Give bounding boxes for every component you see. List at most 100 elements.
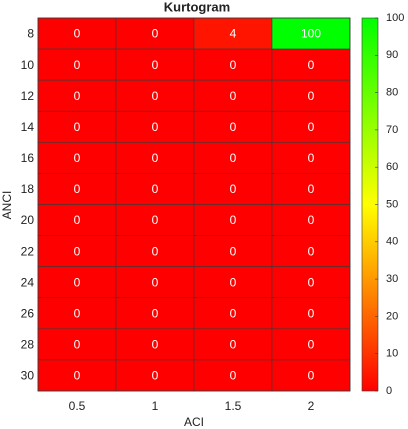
cell (271, 79, 351, 112)
colorbar-tick-label: 20 (386, 310, 398, 322)
colorbar-tick-label: 0 (386, 385, 392, 397)
cell (37, 235, 117, 267)
cell-label: 0 (74, 369, 81, 383)
cell-label: 0 (308, 58, 315, 72)
cell (271, 17, 351, 50)
cell (37, 173, 117, 205)
cell (115, 17, 195, 50)
cell-label: 0 (152, 275, 159, 289)
cell-label: 0 (152, 89, 159, 103)
cell-label: 0 (230, 151, 237, 165)
cell (193, 297, 273, 330)
x-tick-label: 2 (308, 399, 315, 413)
cell (115, 328, 195, 361)
chart-title: Kurtogram (164, 0, 230, 14)
cell-label: 0 (74, 306, 81, 320)
cell-label: 0 (74, 151, 81, 165)
cell-label: 0 (308, 306, 315, 320)
cell-label: 0 (230, 275, 237, 289)
cell-label: 0 (74, 27, 81, 41)
y-tick-label: 30 (21, 369, 35, 383)
cell-label: 0 (230, 213, 237, 227)
y-tick-label: 24 (21, 275, 35, 289)
y-tick-label: 20 (21, 213, 35, 227)
cell-label: 0 (230, 244, 237, 258)
cell (271, 266, 351, 299)
colorbar-tick-label: 50 (386, 198, 398, 210)
cell-label: 0 (152, 369, 159, 383)
cell-label: 0 (152, 182, 159, 196)
cell (193, 359, 273, 392)
y-tick-label: 10 (21, 58, 35, 72)
colorbar-tick-label: 40 (386, 236, 398, 248)
cell (115, 48, 195, 81)
cell-label: 0 (308, 182, 315, 196)
colorbar-tick-label: 100 (386, 12, 404, 24)
cell-label: 0 (152, 120, 159, 134)
cell-label: 0 (74, 89, 81, 103)
cell (271, 297, 351, 330)
cell (115, 142, 195, 174)
cell-label: 0 (152, 58, 159, 72)
cell-label: 0 (308, 275, 315, 289)
cell (193, 173, 273, 205)
cell-label: 0 (230, 120, 237, 134)
cell-label: 0 (308, 120, 315, 134)
cell (115, 359, 195, 392)
colorbar-tick-label: 90 (386, 49, 398, 61)
cell (115, 79, 195, 112)
y-tick-label: 8 (27, 27, 34, 41)
cell (37, 48, 117, 81)
cell (115, 173, 195, 205)
cell-label: 0 (74, 338, 81, 352)
cell-label: 0 (74, 58, 81, 72)
colorbar-tick-label: 70 (386, 124, 398, 136)
cell (271, 110, 351, 143)
y-tick-label: 22 (21, 244, 35, 258)
y-tick-label: 14 (21, 120, 35, 134)
x-tick-label: 1 (152, 399, 159, 413)
cell-label: 0 (308, 338, 315, 352)
cell-label: 4 (230, 27, 237, 41)
cell (115, 297, 195, 330)
cell-label: 0 (74, 244, 81, 258)
cell-label: 0 (152, 213, 159, 227)
x-tick-label: 0.5 (69, 399, 86, 413)
cell (115, 110, 195, 143)
cell (37, 359, 117, 392)
y-tick-label: 16 (21, 151, 35, 165)
cell-label: 0 (74, 213, 81, 227)
x-tick-label: 1.5 (225, 399, 242, 413)
colorbar-tick-label: 10 (386, 348, 398, 360)
y-tick-label: 28 (21, 338, 35, 352)
plot-frame (37, 17, 351, 392)
colorbar-tick-label: 30 (386, 273, 398, 285)
cell (37, 110, 117, 143)
cell-label: 0 (152, 244, 159, 258)
y-axis-label: ANCI (0, 191, 14, 220)
cell-label: 0 (74, 275, 81, 289)
cell-label: 0 (152, 27, 159, 41)
cell (193, 235, 273, 267)
cell (193, 204, 273, 236)
cell-label: 0 (308, 244, 315, 258)
cell-label: 0 (230, 369, 237, 383)
y-tick-label: 12 (21, 89, 35, 103)
y-tick-label: 26 (21, 306, 35, 320)
cell-label: 0 (74, 120, 81, 134)
y-tick-label: 18 (21, 182, 35, 196)
cell-label: 0 (230, 338, 237, 352)
cell-label: 100 (301, 27, 321, 41)
colorbar-tick-label: 60 (386, 161, 398, 173)
cell-label: 0 (308, 89, 315, 103)
cell-label: 0 (230, 306, 237, 320)
cell-label: 0 (152, 306, 159, 320)
cell (37, 204, 117, 236)
cell (271, 48, 351, 81)
cell (37, 297, 117, 330)
cell-label: 0 (230, 89, 237, 103)
cell-label: 0 (230, 58, 237, 72)
cell (193, 266, 273, 299)
cell-label: 0 (308, 369, 315, 383)
cell (271, 142, 351, 174)
